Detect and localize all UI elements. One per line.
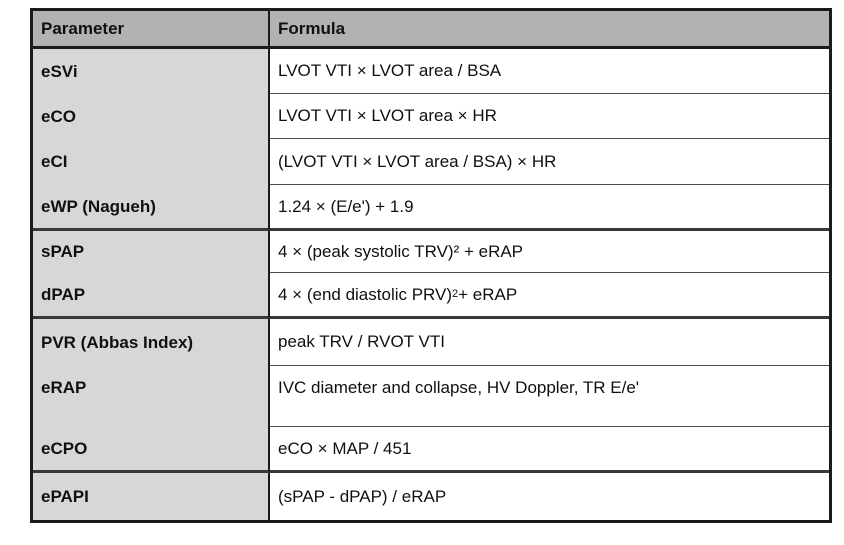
parameter-label: eSVi (41, 61, 78, 81)
formula-text: 1.24 × (E/e') + 1.9 (278, 196, 414, 216)
column-header-formula-label: Formula (278, 18, 346, 38)
formula-text: 4 × (end diastolic PRV) (278, 284, 453, 304)
formula-cell: LVOT VTI × LVOT area × HR (270, 94, 829, 139)
formula-text: LVOT VTI × LVOT area / BSA (278, 61, 502, 81)
formula-cell: 4 × (peak systolic TRV)² + eRAP (270, 231, 829, 273)
formula-cell: LVOT VTI × LVOT area / BSA (270, 49, 829, 94)
parameter-label: ePAPI (41, 486, 89, 506)
column-header-formula: Formula (270, 11, 829, 49)
formula-cell: eCO × MAP / 451 (270, 427, 829, 473)
parameter-label: PVR (Abbas Index) (41, 332, 194, 352)
formula-cell: 1.24 × (E/e') + 1.9 (270, 185, 829, 231)
parameter-cell: dPAP (33, 273, 270, 319)
formula-text: LVOT VTI × LVOT area × HR (278, 106, 497, 126)
parameter-formula-table: Parameter Formula eSVi LVOT VTI × LVOT ar… (30, 8, 832, 523)
parameter-label: eRAP (41, 378, 87, 397)
parameter-cell: eCO (33, 94, 270, 139)
parameter-cell: eWP (Nagueh) (33, 185, 270, 231)
parameter-cell: sPAP (33, 231, 270, 273)
formula-text: peak TRV / RVOT VTI (278, 332, 445, 352)
formula-cell: (LVOT VTI × LVOT area / BSA) × HR (270, 139, 829, 185)
parameter-cell: PVR (Abbas Index) (33, 319, 270, 366)
parameter-label: eCO (41, 106, 76, 126)
formula-cell: 4 × (end diastolic PRV) 2 + eRAP (270, 273, 829, 319)
column-header-parameter: Parameter (33, 11, 270, 49)
formula-cell: peak TRV / RVOT VTI (270, 319, 829, 366)
parameter-cell: eSVi (33, 49, 270, 94)
parameter-cell: eCPO (33, 427, 270, 473)
column-header-parameter-label: Parameter (41, 18, 125, 38)
parameter-label: dPAP (41, 284, 86, 304)
parameter-label: eCI (41, 152, 68, 172)
formula-text: IVC diameter and collapse, HV Doppler, T… (278, 378, 640, 397)
parameter-label: eCPO (41, 438, 88, 458)
formula-cell: (sPAP - dPAP) / eRAP (270, 473, 829, 520)
parameter-label: sPAP (41, 242, 85, 262)
parameter-cell: ePAPI (33, 473, 270, 520)
formula-text: eCO × MAP / 451 (278, 438, 412, 458)
parameter-cell: eRAP (33, 366, 270, 427)
parameter-cell: eCI (33, 139, 270, 185)
parameter-label: eWP (Nagueh) (41, 196, 156, 216)
formula-text: 4 × (peak systolic TRV)² + eRAP (278, 241, 524, 261)
formula-text: (LVOT VTI × LVOT area / BSA) × HR (278, 151, 557, 171)
formula-cell: IVC diameter and collapse, HV Doppler, T… (270, 366, 829, 427)
formula-text: (sPAP - dPAP) / eRAP (278, 486, 447, 506)
formula-text: + eRAP (458, 284, 518, 304)
